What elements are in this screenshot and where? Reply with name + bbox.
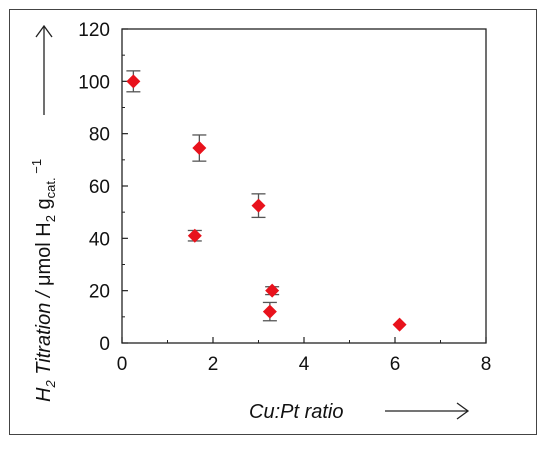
y-arrow-icon [35, 24, 53, 115]
x-axis-title: Cu:Pt ratio [249, 401, 343, 423]
x-tick-label: 8 [481, 354, 492, 375]
x-tick-label: 2 [208, 354, 219, 375]
data-point [392, 317, 407, 332]
y-tick-label: 0 [99, 334, 110, 355]
data-point [262, 304, 277, 319]
data-point [187, 228, 202, 243]
y-tick-label: 40 [89, 229, 110, 250]
data-point [126, 74, 141, 89]
y-tick-label: 120 [78, 20, 110, 41]
plot-area [121, 28, 487, 344]
y-tick-label: 80 [89, 125, 110, 146]
y-axis-title: H2 Titration / μmol H2 gcat. −1 [29, 159, 58, 402]
data-point [265, 283, 280, 298]
x-tick-label: 6 [390, 354, 401, 375]
y-tick-label: 20 [89, 282, 110, 303]
figure-frame [9, 9, 537, 435]
x-tick-label: 4 [299, 354, 310, 375]
x-arrow-icon [385, 402, 470, 420]
data-point [251, 198, 266, 213]
y-tick-label: 60 [89, 177, 110, 198]
x-tick-label: 0 [117, 354, 128, 375]
data-point [192, 141, 207, 156]
y-tick-label: 100 [78, 72, 110, 93]
